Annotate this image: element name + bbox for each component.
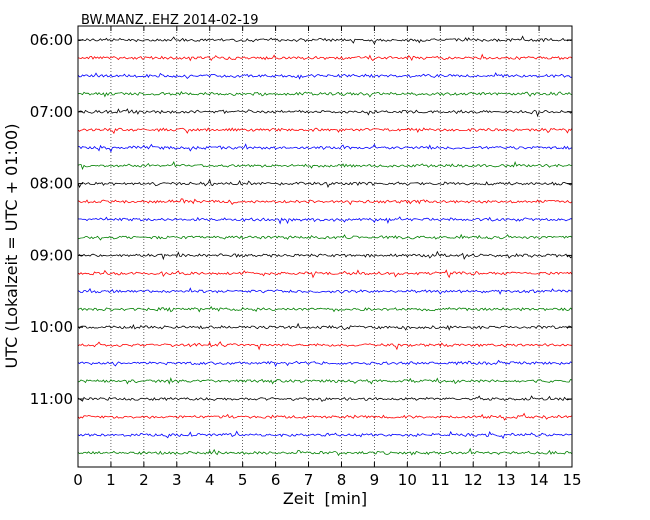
- x-tick-label: 7: [304, 471, 314, 489]
- trace-line: [77, 250, 573, 261]
- trace-line: [77, 322, 573, 331]
- x-tick-label: 11: [431, 471, 450, 489]
- trace-line: [77, 341, 573, 351]
- x-tick-label: 14: [530, 471, 549, 489]
- chart-title: BW.MANZ..EHZ 2014-02-19: [81, 13, 259, 28]
- x-tick-label: 2: [139, 471, 149, 489]
- trace-line: [77, 53, 573, 62]
- plot-frame: [77, 25, 573, 468]
- x-tick-label: 1: [106, 471, 116, 489]
- trace-line: [77, 306, 573, 313]
- trace-line: [77, 161, 572, 171]
- trace-line: [77, 430, 573, 440]
- x-tick-label: 4: [205, 471, 215, 489]
- y-axis-ticks: 06:00 07:00 08:00 09:00 10:00 11:00: [30, 31, 572, 408]
- x-tick-label: 8: [337, 471, 347, 489]
- trace-line: [77, 412, 573, 421]
- x-tick-label: 12: [464, 471, 483, 489]
- trace-line: [77, 108, 573, 118]
- trace-line: [77, 233, 573, 241]
- trace-line: [77, 269, 573, 279]
- trace-line: [77, 198, 573, 206]
- trace-line: [77, 395, 573, 403]
- y-tick-label: 09:00: [30, 246, 73, 264]
- x-tick-label: 6: [271, 471, 281, 489]
- x-tick-label: 3: [172, 471, 182, 489]
- x-axis-label: Zeit [min]: [283, 489, 367, 508]
- x-tick-label: 10: [398, 471, 417, 489]
- trace-line: [77, 447, 573, 457]
- x-axis-ticks: 0 1 2 3 4 5 6 7 8 9 10 11 12 13 14 15: [73, 26, 582, 489]
- trace-line: [77, 359, 573, 368]
- y-tick-label: 07:00: [30, 103, 73, 121]
- x-tick-label: 9: [370, 471, 380, 489]
- trace-line: [77, 178, 573, 189]
- x-tick-label: 15: [562, 471, 581, 489]
- trace-line: [77, 377, 573, 385]
- y-tick-label: 11:00: [30, 390, 73, 408]
- x-tick-label: 0: [73, 471, 83, 489]
- y-tick-label: 08:00: [30, 175, 73, 193]
- y-axis-label: UTC (Lokalzeit = UTC + 01:00): [2, 124, 21, 369]
- trace-line: [77, 216, 573, 225]
- y-tick-label: 10:00: [30, 318, 73, 336]
- trace-line: [77, 127, 573, 135]
- trace-line: [77, 35, 573, 45]
- trace-line: [77, 91, 573, 98]
- x-tick-label: 5: [238, 471, 248, 489]
- seismogram-traces: [77, 35, 573, 457]
- vertical-gridlines: [110, 26, 540, 467]
- trace-line: [77, 143, 573, 153]
- trace-line: [77, 72, 572, 80]
- x-tick-label: 13: [497, 471, 516, 489]
- y-tick-label: 06:00: [30, 31, 73, 49]
- trace-line: [77, 287, 573, 295]
